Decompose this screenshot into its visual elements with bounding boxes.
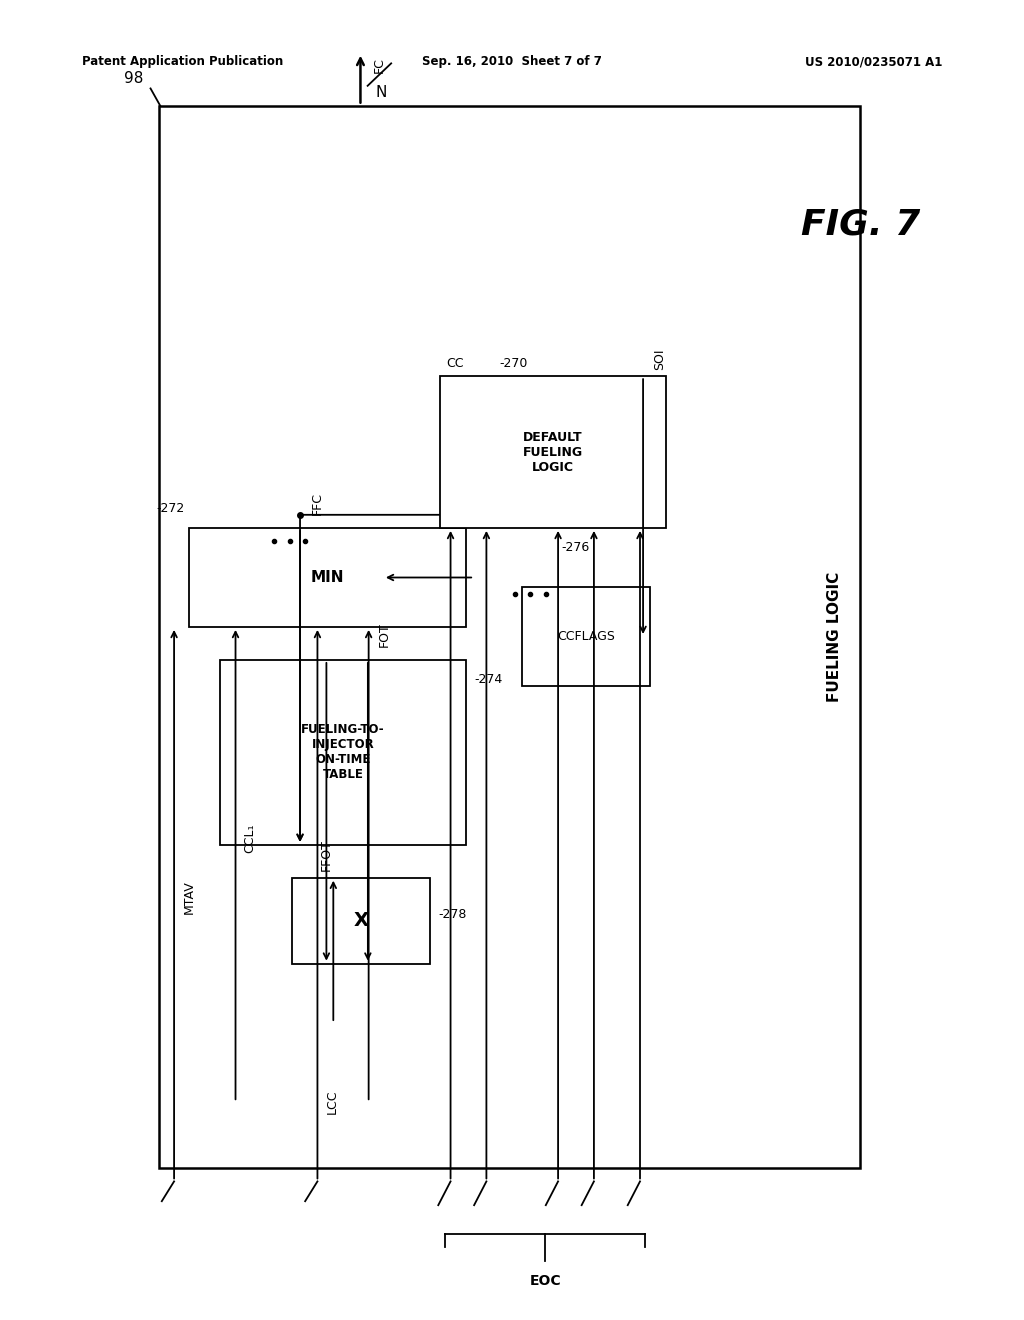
Text: CC: CC [446, 356, 464, 370]
Text: Patent Application Publication: Patent Application Publication [82, 55, 284, 69]
Text: CCFLAGS: CCFLAGS [557, 631, 615, 643]
Text: 98: 98 [124, 71, 143, 86]
Text: Sep. 16, 2010  Sheet 7 of 7: Sep. 16, 2010 Sheet 7 of 7 [422, 55, 602, 69]
Text: MTAV: MTAV [182, 880, 196, 915]
Text: FOT: FOT [378, 622, 391, 647]
Text: DEFAULT
FUELING
LOGIC: DEFAULT FUELING LOGIC [523, 430, 583, 474]
Bar [522, 587, 650, 686]
Text: FIG. 7: FIG. 7 [801, 207, 920, 242]
Bar [189, 528, 466, 627]
Text: US 2010/0235071 A1: US 2010/0235071 A1 [805, 55, 942, 69]
Text: -270: -270 [500, 356, 528, 370]
Text: FC: FC [373, 57, 386, 73]
Text: EOC: EOC [529, 1274, 561, 1288]
Text: -278: -278 [438, 908, 467, 920]
Bar [159, 106, 860, 1168]
Text: MIN: MIN [311, 570, 344, 585]
Text: -274: -274 [474, 673, 503, 686]
Text: LCC: LCC [326, 1090, 339, 1114]
Bar [440, 376, 666, 528]
Text: FUELING LOGIC: FUELING LOGIC [827, 572, 842, 702]
Text: -272: -272 [156, 502, 184, 515]
Text: FUELING-TO-
INJECTOR
ON-TIME
TABLE: FUELING-TO- INJECTOR ON-TIME TABLE [301, 723, 385, 781]
Text: N: N [376, 84, 387, 100]
Bar [220, 660, 466, 845]
Text: -276: -276 [562, 541, 590, 554]
Text: SOI: SOI [653, 348, 667, 370]
Text: CCL₁: CCL₁ [244, 824, 257, 853]
Text: FFOT: FFOT [319, 840, 333, 871]
Text: FFC: FFC [310, 492, 324, 515]
Bar [292, 878, 430, 964]
Text: X: X [353, 911, 369, 931]
